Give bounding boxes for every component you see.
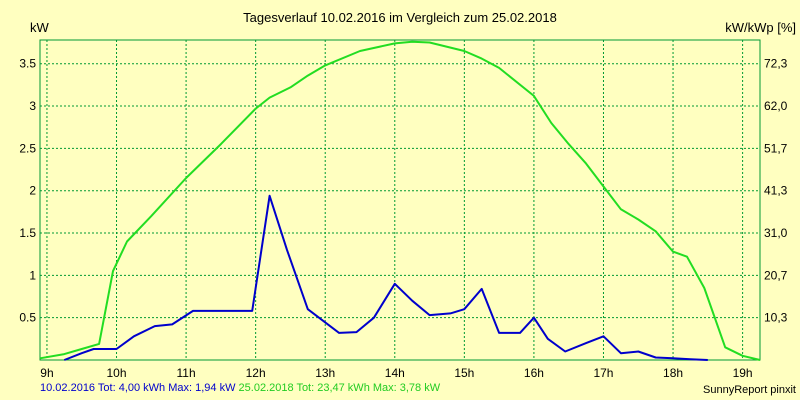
series2-summary: 25.02.2018 Tot: 23,47 kWh Max: 3,78 kW (238, 382, 441, 394)
y-tick-label-left: 3 (29, 99, 36, 113)
y-axis-left-label: kW (30, 20, 50, 35)
series-line-2018 (39, 40, 761, 361)
x-tick-label: 10h (107, 366, 127, 380)
x-tick-label: 11h (177, 366, 196, 380)
y-tick-label-left: 1.5 (19, 226, 36, 240)
plot-area (39, 39, 761, 361)
y-tick-label-left: 0.5 (19, 311, 36, 325)
x-tick-label: 18h (663, 366, 683, 380)
x-tick-label: 16h (524, 366, 544, 380)
y-tick-label-right: 51,7 (764, 141, 788, 155)
y-tick-label-left: 2.5 (19, 141, 36, 155)
x-tick-label: 12h (246, 366, 266, 380)
x-tick-label: 19h (733, 366, 753, 380)
y-tick-label-left: 2 (29, 184, 36, 198)
y-tick-label-right: 20,7 (764, 268, 788, 282)
credit-text: SunnyReport pinxit (703, 384, 796, 396)
y-tick-label-left: 3.5 (19, 57, 36, 71)
y-axis-right-label: kW/kWp [%] (725, 20, 796, 35)
y-tick-label-left: 1 (29, 268, 36, 282)
y-tick-label-right: 62,0 (764, 99, 788, 113)
x-tick-label: 13h (315, 366, 335, 380)
y-tick-label-right: 10,3 (764, 311, 788, 325)
y-tick-label-right: 31,0 (764, 226, 788, 240)
x-tick-label: 14h (385, 366, 405, 380)
x-tick-label: 17h (593, 366, 613, 380)
x-tick-label: 9h (40, 366, 53, 380)
y-tick-label-right: 72,3 (764, 57, 788, 71)
x-tick-label: 15h (454, 366, 474, 380)
footer-summary: 10.02.2016 Tot: 4,00 kWh Max: 1,94 kW 25… (40, 382, 440, 394)
series1-summary: 10.02.2016 Tot: 4,00 kWh Max: 1,94 kW (40, 382, 236, 394)
y-tick-label-right: 41,3 (764, 184, 788, 198)
chart-title: Tagesverlauf 10.02.2016 im Vergleich zum… (243, 10, 557, 25)
series-line-2016 (63, 194, 708, 361)
